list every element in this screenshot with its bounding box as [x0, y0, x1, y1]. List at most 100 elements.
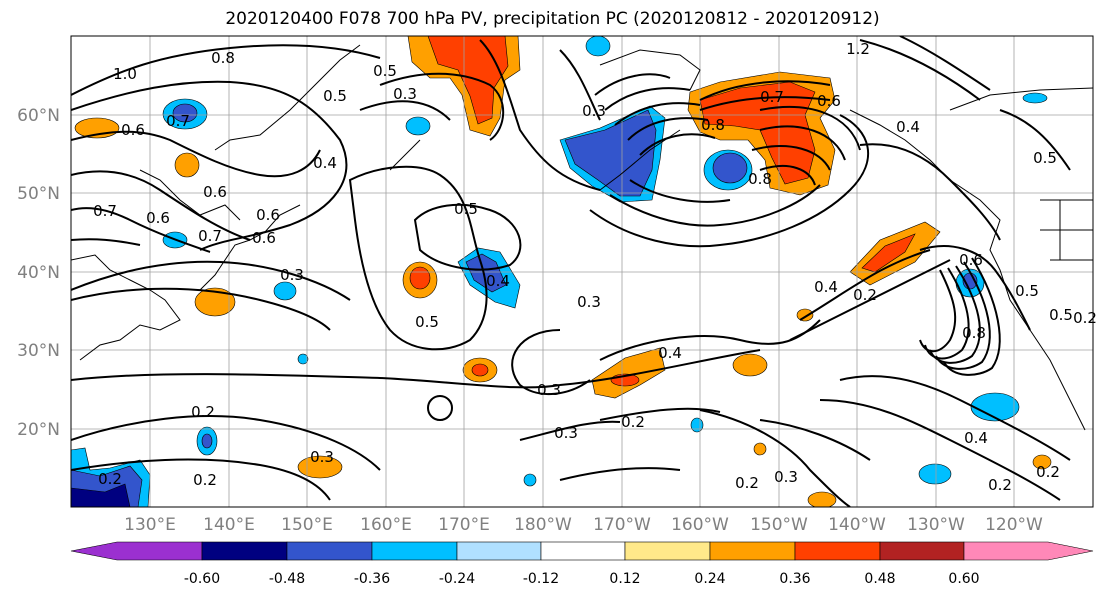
- longitude-label: 160°W: [671, 515, 729, 535]
- contour-label: 0.3: [554, 424, 578, 442]
- contour-label: 0.2: [735, 474, 759, 492]
- positive-anomaly-patch: [297, 455, 343, 479]
- positive-anomaly-patch: [732, 353, 768, 377]
- longitude-label: 140°E: [203, 515, 255, 535]
- contour-label: 0.3: [310, 448, 334, 466]
- negative-anomaly-patch: [523, 473, 537, 487]
- positive-anomaly-patch: [753, 442, 767, 456]
- contour-label: 0.5: [415, 313, 439, 331]
- contour-label: 0.2: [1073, 309, 1097, 327]
- contour-label: 0.8: [211, 49, 235, 67]
- positive-anomaly-patch: [174, 152, 200, 178]
- colorbar: [70, 541, 1094, 561]
- colorbar-segment: [794, 541, 881, 561]
- negative-anomaly-patch: [585, 36, 611, 57]
- negative-anomaly-patch: [918, 463, 952, 485]
- contour-label: 0.5: [1033, 149, 1057, 167]
- contour-label: 0.8: [701, 116, 725, 134]
- contour-label: 0.5: [454, 200, 478, 218]
- contour-label: 0.3: [537, 381, 561, 399]
- colorbar-tick-labels: -0.60 -0.48 -0.36 -0.24 -0.12 0.12 0.24 …: [184, 571, 980, 587]
- colorbar-tick-label: -0.24: [439, 571, 475, 587]
- contour-label: 0.5: [323, 87, 347, 105]
- positive-anomaly-patch: [807, 491, 837, 507]
- contour-label: 0.2: [988, 476, 1012, 494]
- contour-label-group: 1.2 1.0 0.8 0.5 0.3 0.5 0.3 0.8 0.7 0.6 …: [93, 40, 1097, 494]
- contour-label: 0.7: [166, 112, 190, 130]
- contour-label: 0.2: [193, 471, 217, 489]
- colorbar-tick-label: 0.24: [694, 571, 725, 587]
- latitude-label: 20°N: [17, 420, 60, 440]
- contour-label: 0.6: [817, 92, 841, 110]
- pv-contours: [71, 36, 1071, 507]
- negative-anomaly-patch: [564, 109, 657, 197]
- negative-anomaly-patch: [690, 417, 704, 433]
- contour-label: 0.2: [853, 286, 877, 304]
- contour-label: 1.2: [846, 40, 870, 58]
- contour-label: 0.3: [577, 293, 601, 311]
- contour-label: 0.4: [658, 344, 682, 362]
- longitude-label: 170°E: [438, 515, 490, 535]
- positive-anomaly-patch: [427, 36, 509, 125]
- colorbar-segment: [540, 541, 626, 561]
- contour-label: 0.6: [256, 206, 280, 224]
- contour-label: 0.4: [814, 278, 838, 296]
- positive-anomaly-patch: [471, 363, 489, 377]
- contour-label: 0.2: [1036, 463, 1060, 481]
- contour-label: 0.4: [486, 272, 510, 290]
- colorbar-segment: [963, 541, 1094, 561]
- latitude-label: 60°N: [17, 106, 60, 126]
- colorbar-segment: [624, 541, 711, 561]
- negative-anomaly-patch: [970, 392, 1020, 422]
- negative-anomaly-patch: [201, 433, 213, 449]
- negative-anomaly-patch: [297, 353, 309, 365]
- latitude-labels: 60°N 50°N 40°N 30°N 20°N: [17, 106, 60, 440]
- colorbar-segment: [371, 541, 458, 561]
- positive-anomaly-patch: [194, 287, 236, 317]
- longitude-label: 160°E: [360, 515, 412, 535]
- contour-label: 0.3: [280, 266, 304, 284]
- negative-anomaly-patch: [273, 281, 297, 301]
- colorbar-tick-label: -0.36: [354, 571, 390, 587]
- positive-anomaly-patch: [796, 308, 814, 322]
- positive-anomaly-patch: [861, 233, 916, 273]
- contour-label: 0.7: [93, 202, 117, 220]
- contour-label: 0.2: [621, 413, 645, 431]
- colorbar-tick-label: -0.48: [269, 571, 305, 587]
- negative-anomaly-patch: [712, 152, 748, 184]
- latitude-label: 50°N: [17, 184, 60, 204]
- colorbar-tick-label: -0.60: [184, 571, 220, 587]
- contour-label: 0.5: [1015, 282, 1039, 300]
- colorbar-segment: [879, 541, 965, 561]
- map-title: 2020120400 F078 700 hPa PV, precipitatio…: [225, 9, 880, 29]
- contour-label: 0.6: [121, 121, 145, 139]
- contour-label: 0.5: [373, 62, 397, 80]
- contour-label: 0.8: [748, 170, 772, 188]
- coastlines: [71, 44, 1093, 431]
- contour-label: 0.4: [313, 154, 337, 172]
- negative-anomaly-patch: [1022, 92, 1048, 104]
- longitude-label: 120°W: [985, 515, 1043, 535]
- contour-label: 0.3: [582, 102, 606, 120]
- negative-anomaly-patch: [405, 116, 431, 136]
- longitude-label: 150°W: [750, 515, 808, 535]
- contour-label: 0.7: [198, 227, 222, 245]
- contour-label: 0.4: [964, 429, 988, 447]
- longitude-labels: 130°E 140°E 150°E 160°E 170°E 180°W 170°…: [124, 515, 1043, 535]
- contour-label: 0.2: [191, 403, 215, 421]
- latitude-label: 40°N: [17, 263, 60, 283]
- colorbar-tick-label: 0.60: [948, 571, 979, 587]
- colorbar-segment: [286, 541, 373, 561]
- contour-label: 0.6: [203, 183, 227, 201]
- colorbar-tick-label: 0.12: [609, 571, 640, 587]
- contour-label: 0.2: [98, 470, 122, 488]
- contour-label: 0.3: [774, 468, 798, 486]
- contour-label: 0.8: [962, 324, 986, 342]
- contour-label: 0.4: [896, 118, 920, 136]
- longitude-label: 130°W: [907, 515, 965, 535]
- contour-label: 0.6: [252, 229, 276, 247]
- map-frame: [70, 35, 1094, 508]
- colorbar-segment: [201, 541, 288, 561]
- colorbar-tick-label: -0.12: [523, 571, 559, 587]
